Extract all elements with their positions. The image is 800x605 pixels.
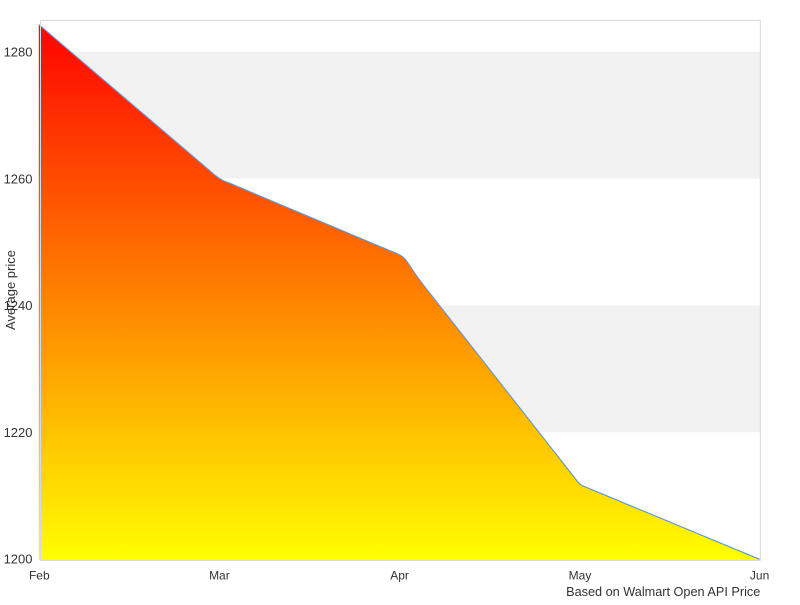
svg-text:Apr: Apr [390, 569, 409, 583]
svg-text:Based on Walmart Open API Pric: Based on Walmart Open API Price [566, 585, 760, 599]
svg-text:Mar: Mar [209, 569, 230, 583]
svg-text:1260: 1260 [4, 171, 33, 186]
svg-text:May: May [569, 569, 592, 583]
svg-text:1220: 1220 [4, 425, 33, 440]
svg-text:Average price: Average price [3, 250, 18, 330]
svg-text:Jun: Jun [750, 569, 769, 583]
svg-text:1280: 1280 [4, 45, 33, 60]
svg-text:Feb: Feb [29, 569, 50, 583]
svg-text:1200: 1200 [4, 552, 33, 567]
svg-text:1240: 1240 [4, 298, 33, 313]
